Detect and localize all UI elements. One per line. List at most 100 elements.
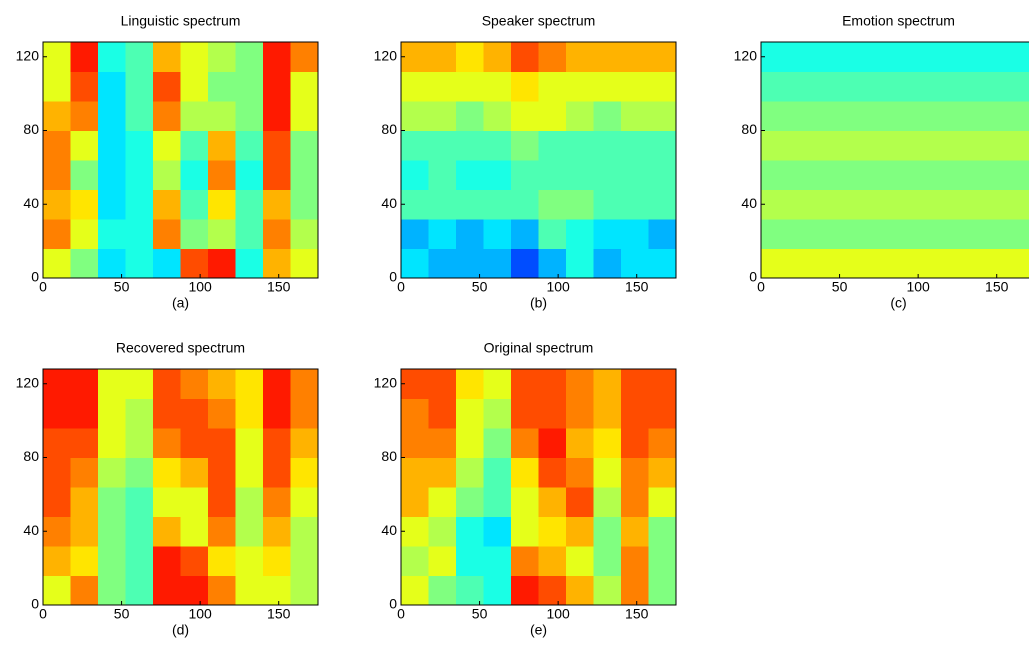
heatmap-cell	[761, 101, 789, 131]
heatmap-cell	[898, 71, 927, 102]
heatmap-cell	[593, 516, 622, 547]
y-tick-label: 80	[23, 448, 39, 464]
heatmap-cell	[511, 130, 539, 161]
heatmap-cell	[208, 487, 236, 517]
heatmap-cell	[926, 248, 954, 279]
heatmap-cell	[290, 71, 319, 102]
heatmap-cell	[981, 219, 1009, 249]
heatmap-cell	[1008, 219, 1029, 249]
heatmap-cell	[898, 248, 927, 279]
heatmap-cell	[483, 398, 512, 429]
heatmap-cell	[566, 428, 594, 458]
heatmap-cell	[290, 101, 319, 131]
heatmap-cell	[761, 71, 789, 102]
heatmap-cell	[483, 457, 512, 488]
heatmap-cell	[153, 160, 181, 190]
x-tick-label: 100	[906, 279, 930, 295]
heatmap-cell	[648, 42, 677, 72]
heatmap-cell	[208, 398, 236, 429]
y-tick-label: 40	[381, 195, 397, 211]
heatmap-cell	[593, 369, 622, 399]
x-tick-label: 50	[114, 279, 130, 295]
heatmap-cell	[153, 575, 181, 606]
heatmap-cell	[871, 101, 899, 131]
heatmap-cell	[538, 428, 567, 458]
heatmap-cell	[621, 101, 649, 131]
heatmap-cell	[235, 457, 264, 488]
x-tick-label: 100	[546, 279, 570, 295]
heatmap-cell	[456, 516, 484, 547]
x-tick-label: 150	[625, 279, 649, 295]
heatmap-cell	[43, 42, 71, 72]
heatmap-cell	[483, 189, 512, 220]
heatmap-cell	[981, 130, 1009, 161]
heatmap-cell	[70, 546, 99, 576]
heatmap-cell	[511, 369, 539, 399]
heatmap-cell	[538, 369, 567, 399]
heatmap-cell	[843, 130, 872, 161]
heatmap-cell	[235, 398, 264, 429]
panel-caption: (c)	[890, 295, 906, 311]
heatmap-cell	[180, 369, 209, 399]
heatmap-cell	[125, 516, 154, 547]
y-tick-label: 0	[389, 596, 397, 612]
panel-caption: (b)	[530, 295, 547, 311]
heatmap-cell	[648, 546, 677, 576]
heatmap-cell	[953, 248, 982, 279]
heatmap-cell	[290, 516, 319, 547]
heatmap-cell	[456, 189, 484, 220]
heatmap-cell	[70, 516, 99, 547]
heatmap-cell	[621, 248, 649, 279]
y-tick-label: 120	[16, 374, 40, 390]
heatmap-cell	[98, 189, 126, 220]
heatmap-cell	[290, 189, 319, 220]
heatmap-cell	[153, 487, 181, 517]
heatmap-cell	[43, 398, 71, 429]
heatmap-cell	[456, 487, 484, 517]
heatmap-cell	[456, 101, 484, 131]
heatmap-cell	[538, 575, 567, 606]
heatmap-cell	[843, 42, 872, 72]
heatmap-cell	[98, 546, 126, 576]
heatmap-cell	[263, 487, 291, 517]
heatmap-cell	[621, 575, 649, 606]
heatmap-cell	[648, 487, 677, 517]
heatmap-cell	[456, 546, 484, 576]
heatmap-cell	[593, 546, 622, 576]
heatmap-cell	[593, 575, 622, 606]
heatmap-cell	[593, 248, 622, 279]
heatmap-cell	[898, 101, 927, 131]
heatmap-cell	[816, 219, 844, 249]
heatmap-cell	[621, 546, 649, 576]
heatmap-cell	[648, 248, 677, 279]
heatmap-cell	[428, 487, 457, 517]
heatmap-cell	[816, 71, 844, 102]
heatmap-cell	[208, 160, 236, 190]
heatmap-cell	[180, 428, 209, 458]
heatmap-cell	[180, 248, 209, 279]
heatmap-cell	[871, 189, 899, 220]
heatmap-cell	[511, 160, 539, 190]
heatmap-cell	[761, 219, 789, 249]
heatmap-cell	[566, 71, 594, 102]
heatmap-cell	[43, 71, 71, 102]
y-tick-label: 40	[23, 195, 39, 211]
heatmap-cell	[456, 248, 484, 279]
axes-frame	[42, 41, 319, 279]
heatmap-cell	[125, 130, 154, 161]
heatmap-cell	[538, 219, 567, 249]
heatmap-cell	[761, 248, 789, 279]
heatmap-cell	[843, 189, 872, 220]
heatmap-cell	[98, 42, 126, 72]
heatmap-cell	[180, 42, 209, 72]
heatmap-cell	[125, 428, 154, 458]
heatmap-cell	[235, 160, 264, 190]
heatmap-cell	[843, 219, 872, 249]
heatmap-cell	[621, 130, 649, 161]
heatmap-cell	[98, 219, 126, 249]
heatmap-cell	[98, 487, 126, 517]
heatmap-cell	[180, 101, 209, 131]
heatmap-cell	[401, 219, 429, 249]
heatmap-cell	[621, 189, 649, 220]
